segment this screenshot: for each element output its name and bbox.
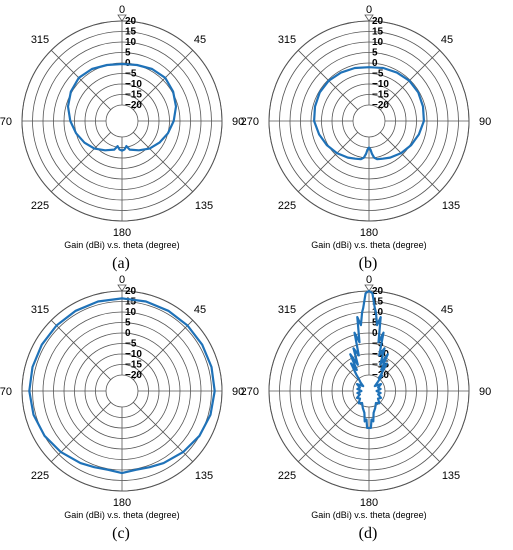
caption-a: (a)	[112, 255, 130, 272]
angle-label: 90	[232, 116, 244, 128]
angle-label: 270	[241, 116, 259, 128]
grid-spoke	[51, 50, 111, 110]
radial-tick-label: 20	[372, 286, 384, 297]
radial-tick-label: 10	[372, 37, 384, 48]
gain-trace	[349, 289, 389, 430]
radial-tick-label: −20	[125, 370, 142, 381]
angle-label: 270	[0, 116, 12, 128]
gain-trace	[66, 62, 178, 152]
radial-tick-label: 15	[372, 27, 384, 38]
radial-tick-label: 20	[372, 16, 384, 27]
grid-spoke	[133, 132, 193, 192]
angle-label: 45	[194, 304, 206, 316]
radial-tick-label: 10	[372, 307, 384, 318]
radial-tick-label: −10	[125, 349, 142, 360]
radial-tick-label: 15	[125, 27, 137, 38]
radial-tick-label: −15	[125, 90, 142, 101]
angle-label: 225	[31, 470, 49, 482]
radial-tick-label: 5	[125, 48, 131, 59]
angle-label: 0	[119, 274, 125, 286]
north-marker-icon	[364, 14, 374, 22]
angle-label: 45	[194, 34, 206, 46]
caption-c: (c)	[112, 525, 130, 542]
grid-spoke	[133, 320, 193, 380]
radial-tick-label: 20	[125, 16, 137, 27]
grid-spoke	[298, 132, 358, 192]
gain-trace	[28, 297, 216, 475]
radial-tick-label: 5	[372, 318, 378, 329]
radial-tick-label: −20	[125, 100, 142, 111]
angle-label: 135	[195, 470, 213, 482]
angle-label: 225	[278, 470, 296, 482]
north-marker-icon	[117, 14, 127, 22]
axis-label: Gain (dBi) v.s. theta (degree)	[64, 510, 179, 520]
angle-label: 180	[360, 227, 378, 239]
radial-tick-label: −10	[125, 79, 142, 90]
angle-label: 315	[278, 304, 296, 316]
radial-tick-label: 15	[125, 297, 137, 308]
angle-label: 45	[441, 34, 453, 46]
radial-tick-label: −5	[372, 339, 384, 350]
grid-spoke	[133, 50, 193, 110]
radial-tick-label: 10	[125, 37, 137, 48]
polar-chart-2: 0459013518022527031520151050−5−10−15−20G…	[241, 4, 492, 250]
radial-tick-label: 15	[372, 297, 384, 308]
north-marker-icon	[364, 284, 374, 292]
axis-label: Gain (dBi) v.s. theta (degree)	[311, 510, 426, 520]
caption-d: (d)	[358, 525, 378, 542]
radial-tick-label: 5	[125, 318, 131, 329]
caption-b: (b)	[358, 255, 378, 272]
angle-label: 315	[31, 304, 49, 316]
angle-label: 135	[442, 470, 460, 482]
grid-spoke	[298, 402, 358, 462]
radial-tick-label: −5	[372, 69, 384, 80]
radial-tick-label: 0	[372, 328, 378, 339]
angle-label: 0	[366, 274, 372, 286]
angle-label: 135	[195, 200, 213, 212]
angle-label: 315	[278, 34, 296, 46]
grid-spoke	[298, 320, 358, 380]
radial-tick-label: 10	[125, 307, 137, 318]
grid-spoke	[380, 320, 440, 380]
angle-label: 270	[241, 386, 259, 398]
radial-tick-label: 20	[125, 286, 137, 297]
radial-tick-label: 0	[125, 328, 131, 339]
grid-spoke	[51, 320, 111, 380]
radial-tick-label: 0	[372, 58, 378, 69]
angle-label: 180	[113, 497, 131, 509]
angle-label: 45	[441, 304, 453, 316]
angle-label: 270	[0, 386, 12, 398]
grid-spoke	[380, 402, 440, 462]
gain-trace	[313, 66, 425, 161]
radial-tick-label: −20	[372, 100, 389, 111]
angle-label: 225	[278, 200, 296, 212]
grid-spoke	[380, 132, 440, 192]
angle-label: 90	[232, 386, 244, 398]
angle-label: 0	[366, 4, 372, 16]
radial-tick-label: −15	[125, 360, 142, 371]
polar-chart-4: 0459013518022527031520151050−5−10−15−20G…	[241, 274, 492, 520]
angle-label: 180	[113, 227, 131, 239]
angle-label: 135	[442, 200, 460, 212]
angle-label: 90	[479, 386, 491, 398]
polar-chart-1: 0459013518022527031520151050−5−10−15−20G…	[0, 4, 244, 250]
radial-tick-label: 5	[372, 48, 378, 59]
polar-chart-3: 0459013518022527031520151050−5−10−15−20G…	[0, 274, 244, 520]
angle-label: 180	[360, 497, 378, 509]
angle-label: 225	[31, 200, 49, 212]
radial-tick-label: −10	[372, 79, 389, 90]
angle-label: 90	[479, 116, 491, 128]
axis-label: Gain (dBi) v.s. theta (degree)	[311, 240, 426, 250]
radial-tick-label: −5	[125, 69, 137, 80]
north-marker-icon	[117, 284, 127, 292]
radial-tick-label: −15	[372, 90, 389, 101]
grid-spoke	[51, 132, 111, 192]
angle-label: 315	[31, 34, 49, 46]
angle-label: 0	[119, 4, 125, 16]
axis-label: Gain (dBi) v.s. theta (degree)	[64, 240, 179, 250]
radial-tick-label: −5	[125, 339, 137, 350]
